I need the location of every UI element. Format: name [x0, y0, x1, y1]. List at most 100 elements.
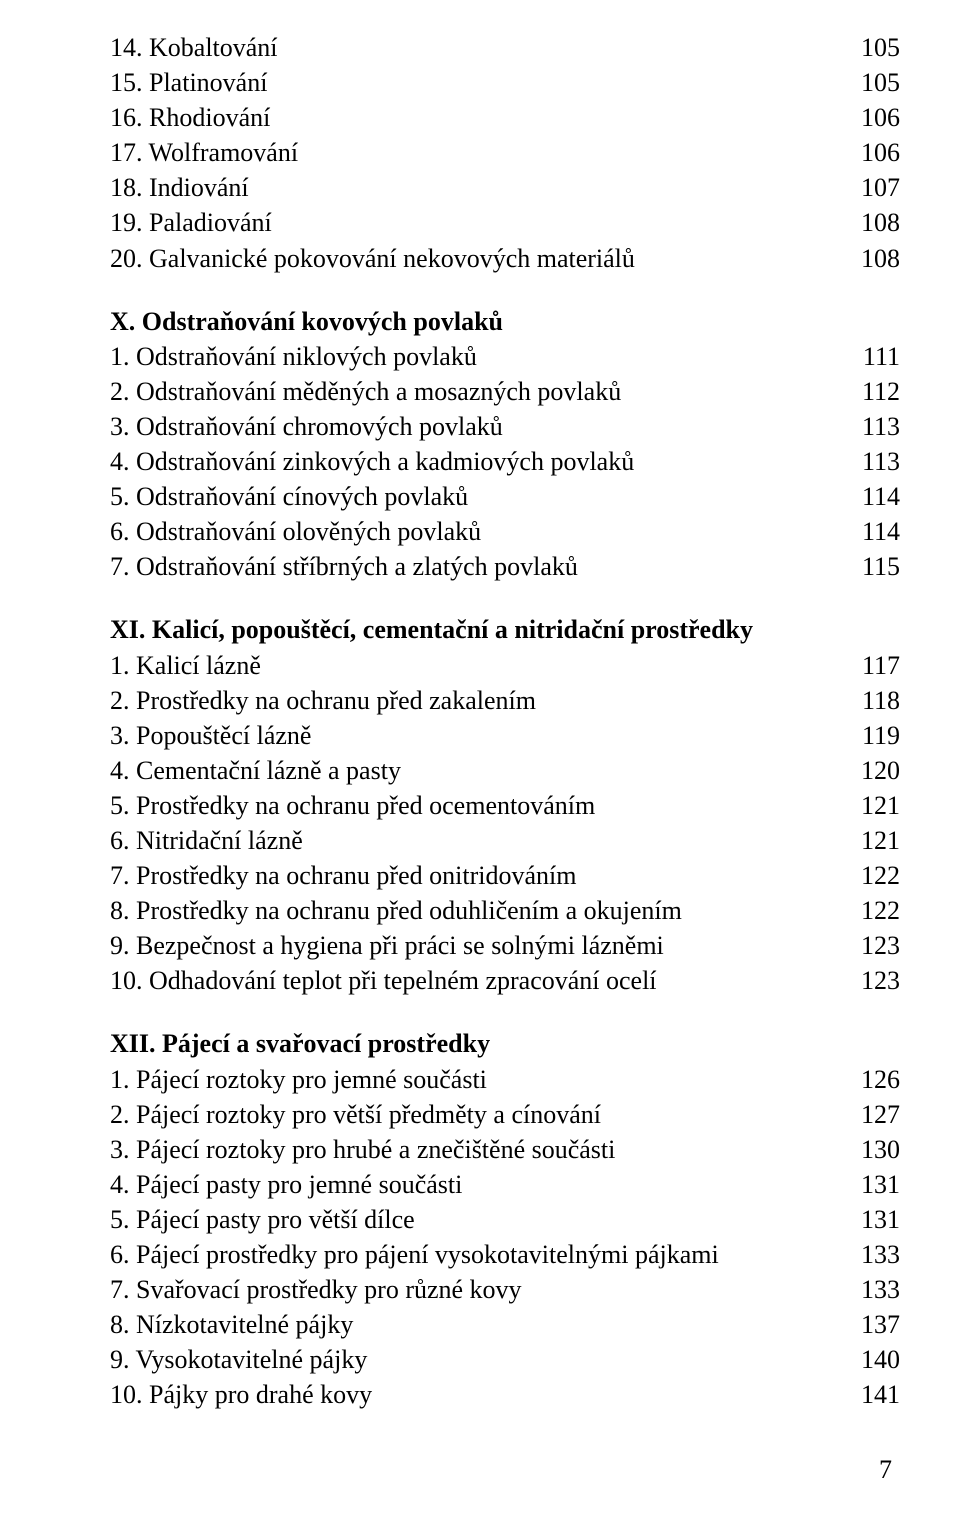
- toc-entry: 15. Platinování 105: [110, 65, 900, 100]
- toc-entry: 5. Pájecí pasty pro větší dílce 131: [110, 1202, 900, 1237]
- toc-entry: 1. Kalicí lázně 117: [110, 648, 900, 683]
- toc-entry-label: 7. Prostředky na ochranu před onitridová…: [110, 858, 576, 893]
- toc-entry-page: 118: [862, 683, 900, 718]
- toc-entry-page: 111: [863, 339, 900, 374]
- toc-entry: 18. Indiování 107: [110, 170, 900, 205]
- toc-entry-page: 105: [861, 30, 900, 65]
- toc-entry-label: 8. Nízkotavitelné pájky: [110, 1307, 353, 1342]
- toc-entry: 6. Odstraňování olověných povlaků 114: [110, 514, 900, 549]
- toc-entry-label: 7. Svařovací prostředky pro různé kovy: [110, 1272, 522, 1307]
- toc-entry-page: 137: [861, 1307, 900, 1342]
- toc-entry: 7. Odstraňování stříbrných a zlatých pov…: [110, 549, 900, 584]
- toc-entry-label: 3. Odstraňování chromových povlaků: [110, 409, 503, 444]
- toc-entry-label: 20. Galvanické pokovování nekovových mat…: [110, 241, 635, 276]
- toc-entry-page: 114: [862, 514, 900, 549]
- section-title: XII. Pájecí a svařovací prostředky: [110, 1026, 900, 1061]
- toc-entry-page: 120: [861, 753, 900, 788]
- toc-entry: 2. Pájecí roztoky pro větší předměty a c…: [110, 1097, 900, 1132]
- toc-entry-label: 5. Pájecí pasty pro větší dílce: [110, 1202, 415, 1237]
- toc-entry: 2. Odstraňování měděných a mosazných pov…: [110, 374, 900, 409]
- toc-entry-label: 19. Paladiování: [110, 205, 272, 240]
- toc-entry-page: 121: [861, 823, 900, 858]
- toc-entry: 9. Bezpečnost a hygiena při práci se sol…: [110, 928, 900, 963]
- toc-entry-label: 18. Indiování: [110, 170, 249, 205]
- toc-entry: 1. Odstraňování niklových povlaků 111: [110, 339, 900, 374]
- toc-entry-label: 15. Platinování: [110, 65, 267, 100]
- toc-entry-page: 105: [861, 65, 900, 100]
- page-number: 7: [110, 1452, 900, 1487]
- toc-entry: 8. Nízkotavitelné pájky 137: [110, 1307, 900, 1342]
- table-of-contents: 14. Kobaltování 10515. Platinování 10516…: [110, 30, 900, 1412]
- toc-entry-label: 2. Pájecí roztoky pro větší předměty a c…: [110, 1097, 601, 1132]
- toc-entry: 4. Cementační lázně a pasty 120: [110, 753, 900, 788]
- toc-entry: 14. Kobaltování 105: [110, 30, 900, 65]
- toc-entry: 3. Pájecí roztoky pro hrubé a znečištěné…: [110, 1132, 900, 1167]
- toc-entry-label: 2. Prostředky na ochranu před zakalením: [110, 683, 536, 718]
- toc-entry: 20. Galvanické pokovování nekovových mat…: [110, 241, 900, 276]
- toc-entry-label: 5. Prostředky na ochranu před ocementová…: [110, 788, 595, 823]
- toc-entry: 2. Prostředky na ochranu před zakalením …: [110, 683, 900, 718]
- toc-entry-label: 6. Nitridační lázně: [110, 823, 303, 858]
- toc-entry-page: 108: [861, 241, 900, 276]
- toc-entry: 10. Odhadování teplot při tepelném zprac…: [110, 963, 900, 998]
- toc-entry: 1. Pájecí roztoky pro jemné součásti 126: [110, 1062, 900, 1097]
- toc-entry-label: 4. Pájecí pasty pro jemné součásti: [110, 1167, 462, 1202]
- toc-entry-page: 106: [861, 100, 900, 135]
- toc-entry: 7. Svařovací prostředky pro různé kovy 1…: [110, 1272, 900, 1307]
- toc-entry-label: 6. Pájecí prostředky pro pájení vysokota…: [110, 1237, 719, 1272]
- toc-entry: 8. Prostředky na ochranu před oduhličení…: [110, 893, 900, 928]
- toc-entry-label: 1. Kalicí lázně: [110, 648, 261, 683]
- toc-entry-label: 4. Odstraňování zinkových a kadmiových p…: [110, 444, 634, 479]
- toc-entry-page: 130: [861, 1132, 900, 1167]
- toc-entry-label: 16. Rhodiování: [110, 100, 270, 135]
- toc-entry-page: 106: [861, 135, 900, 170]
- toc-entry-label: 1. Pájecí roztoky pro jemné součásti: [110, 1062, 487, 1097]
- toc-entry: 5. Prostředky na ochranu před ocementová…: [110, 788, 900, 823]
- toc-entry-label: 7. Odstraňování stříbrných a zlatých pov…: [110, 549, 578, 584]
- toc-entry-label: 9. Bezpečnost a hygiena při práci se sol…: [110, 928, 664, 963]
- toc-entry-page: 123: [861, 963, 900, 998]
- toc-entry: 4. Odstraňování zinkových a kadmiových p…: [110, 444, 900, 479]
- toc-entry: 7. Prostředky na ochranu před onitridová…: [110, 858, 900, 893]
- toc-entry-label: 17. Wolframování: [110, 135, 298, 170]
- toc-entry-page: 113: [862, 444, 900, 479]
- toc-entry-label: 2. Odstraňování měděných a mosazných pov…: [110, 374, 621, 409]
- toc-entry-page: 117: [862, 648, 900, 683]
- toc-entry-label: 10. Odhadování teplot při tepelném zprac…: [110, 963, 657, 998]
- toc-entry-page: 114: [862, 479, 900, 514]
- toc-entry-page: 126: [861, 1062, 900, 1097]
- toc-entry-page: 141: [861, 1377, 900, 1412]
- toc-entry-page: 123: [861, 928, 900, 963]
- toc-entry-page: 122: [861, 893, 900, 928]
- toc-entry: 10. Pájky pro drahé kovy 141: [110, 1377, 900, 1412]
- toc-entry: 5. Odstraňování cínových povlaků 114: [110, 479, 900, 514]
- toc-entry-page: 113: [862, 409, 900, 444]
- toc-entry-label: 6. Odstraňování olověných povlaků: [110, 514, 481, 549]
- toc-entry: 6. Pájecí prostředky pro pájení vysokota…: [110, 1237, 900, 1272]
- toc-entry-label: 14. Kobaltování: [110, 30, 278, 65]
- toc-entry-label: 1. Odstraňování niklových povlaků: [110, 339, 477, 374]
- toc-entry: 3. Popouštěcí lázně 119: [110, 718, 900, 753]
- toc-entry-page: 131: [861, 1202, 900, 1237]
- toc-entry: 17. Wolframování 106: [110, 135, 900, 170]
- toc-entry: 9. Vysokotavitelné pájky 140: [110, 1342, 900, 1377]
- toc-entry-page: 122: [861, 858, 900, 893]
- toc-entry-page: 133: [861, 1237, 900, 1272]
- toc-entry: 19. Paladiování 108: [110, 205, 900, 240]
- toc-entry-page: 127: [861, 1097, 900, 1132]
- toc-entry-label: 3. Pájecí roztoky pro hrubé a znečištěné…: [110, 1132, 615, 1167]
- section-title: XI. Kalicí, popouštěcí, cementační a nit…: [110, 612, 900, 647]
- toc-entry-page: 115: [862, 549, 900, 584]
- toc-entry: 4. Pájecí pasty pro jemné součásti 131: [110, 1167, 900, 1202]
- toc-entry-page: 108: [861, 205, 900, 240]
- toc-entry: 16. Rhodiování 106: [110, 100, 900, 135]
- toc-entry-page: 140: [861, 1342, 900, 1377]
- toc-entry-page: 112: [862, 374, 900, 409]
- toc-entry: 6. Nitridační lázně 121: [110, 823, 900, 858]
- toc-entry-label: 4. Cementační lázně a pasty: [110, 753, 401, 788]
- toc-entry-page: 121: [861, 788, 900, 823]
- toc-entry-page: 133: [861, 1272, 900, 1307]
- toc-entry-page: 131: [861, 1167, 900, 1202]
- toc-entry-page: 107: [861, 170, 900, 205]
- toc-entry-label: 8. Prostředky na ochranu před oduhličení…: [110, 893, 682, 928]
